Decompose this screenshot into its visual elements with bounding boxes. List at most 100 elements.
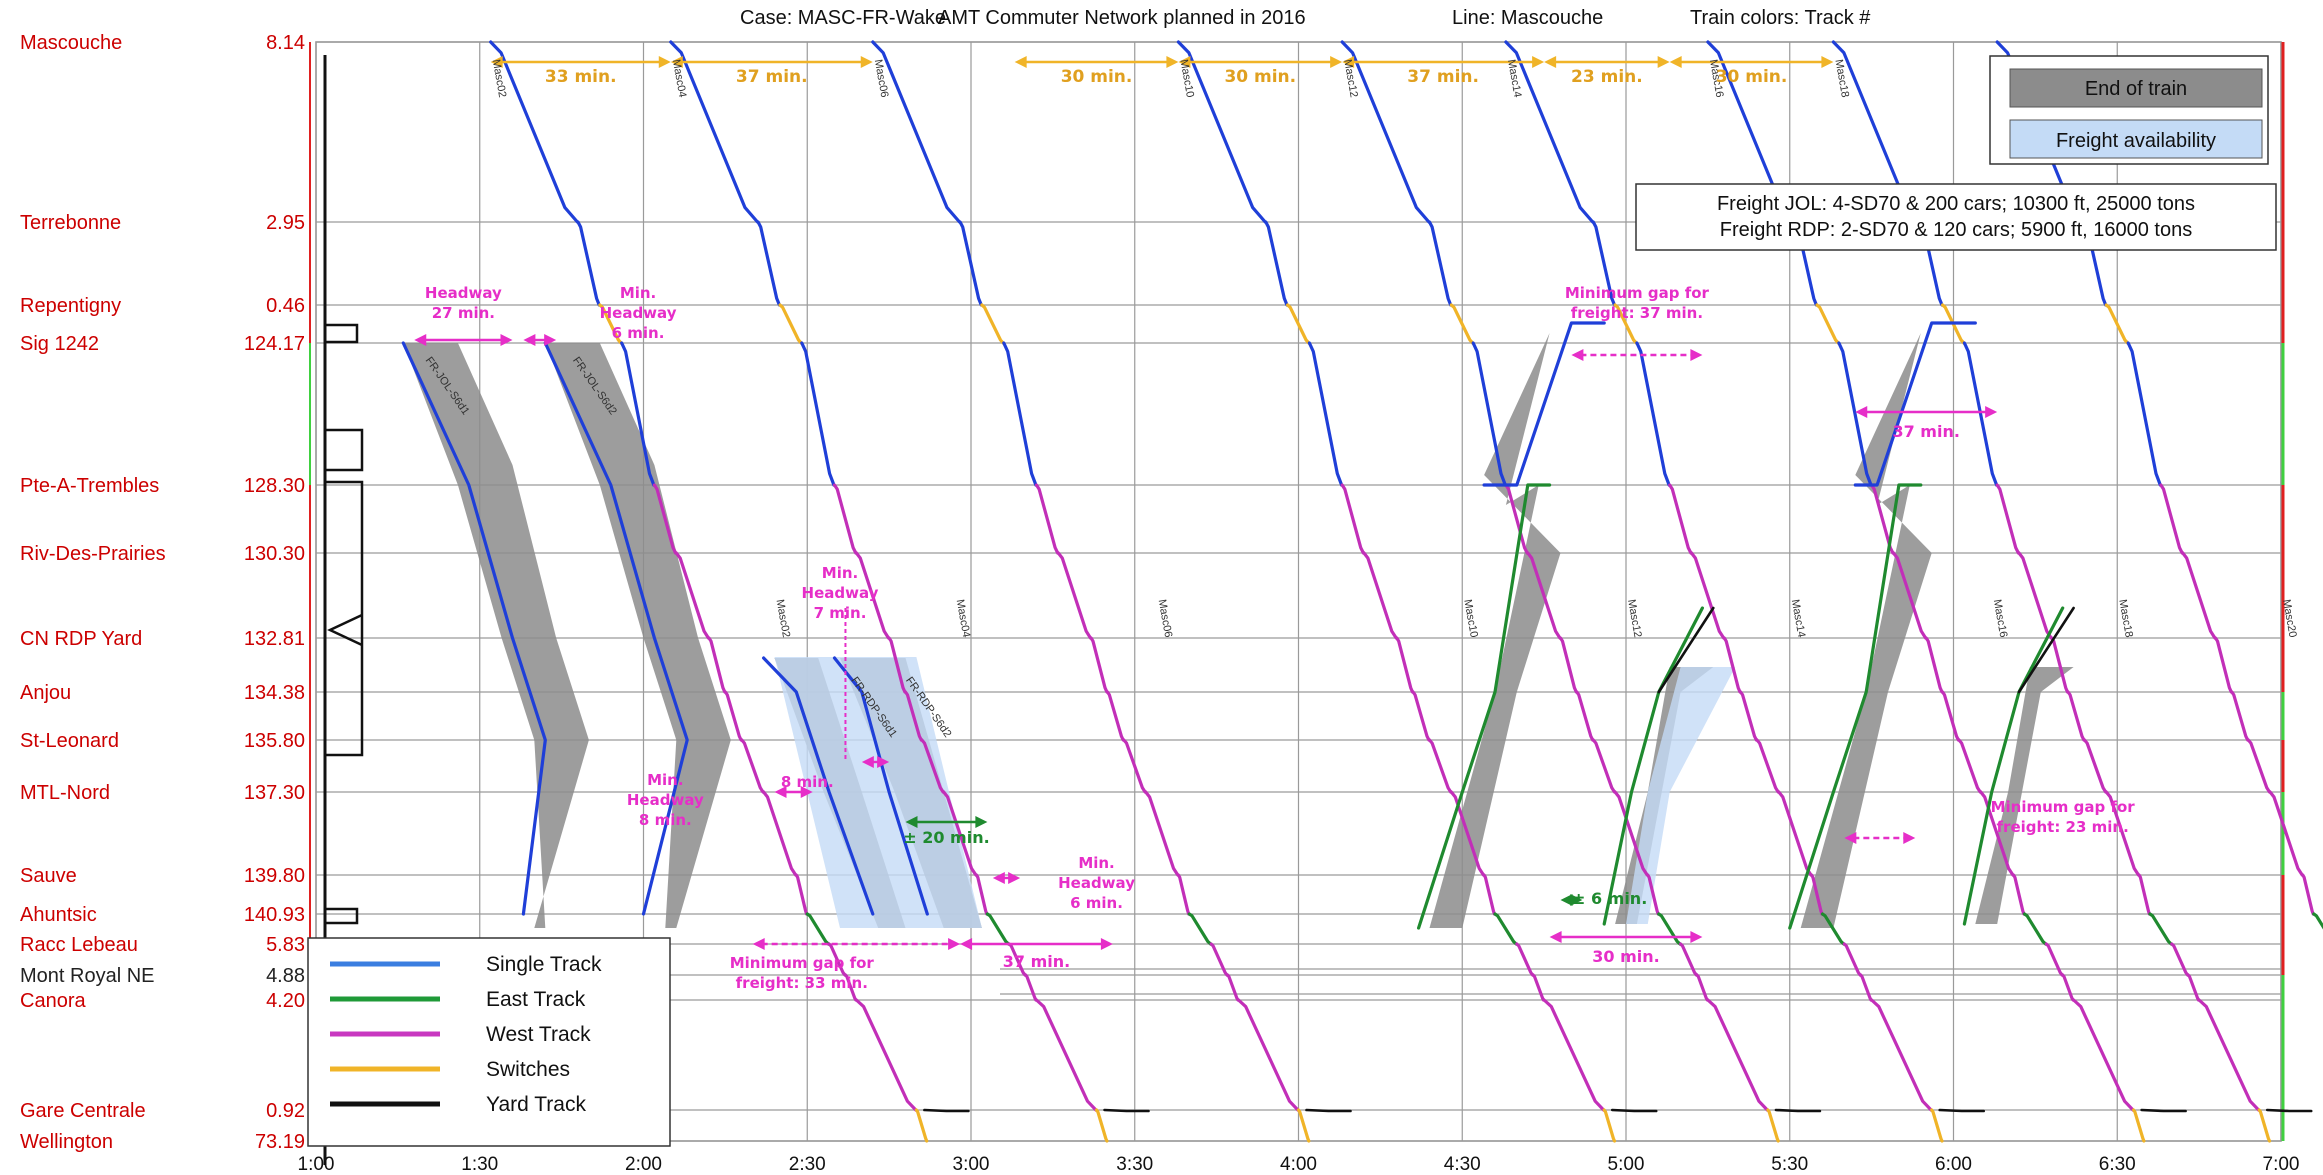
- train-segment: [669, 40, 760, 224]
- train-segment: [903, 690, 923, 742]
- gap-37-upper-arrow-head: [1571, 349, 1584, 361]
- station-km: 0.46: [266, 295, 305, 317]
- right-37-arrow-head: [1985, 406, 1998, 418]
- gap-33-label: Minimum gap for: [730, 954, 875, 972]
- train-segment: [1995, 483, 2021, 555]
- train-id-label: Masc18: [2116, 598, 2135, 638]
- train-segment: [761, 790, 798, 877]
- headway-8-left-label: 8 min.: [639, 811, 692, 829]
- end-of-train-band: [403, 343, 589, 928]
- station-km: 137.30: [244, 782, 305, 804]
- station-label: Gare Centrale: [20, 1100, 146, 1122]
- headway-6-arrow-head: [544, 334, 557, 346]
- station-km: 5.83: [266, 934, 305, 956]
- train-segment: [794, 873, 809, 916]
- gap-37-upper-label: Minimum gap for: [1565, 284, 1710, 302]
- top-gap-arrow-head: [490, 56, 503, 68]
- header-case: Case: MASC-FR-Wake: [740, 7, 946, 29]
- train-segment: [2186, 973, 2201, 1002]
- gap-33-label: freight: 33 min.: [736, 974, 868, 992]
- station-km: 124.17: [244, 333, 305, 355]
- train-segment: [1449, 790, 1486, 877]
- header-colors: Train colors: Track #: [1690, 7, 1871, 29]
- headway-7-label: Min.: [822, 564, 858, 582]
- train-segment: [887, 636, 907, 694]
- train-segment: [958, 220, 983, 307]
- train-segment: [2126, 341, 2162, 487]
- train-segment: [1449, 303, 1475, 345]
- train-segment: [1023, 973, 1038, 1002]
- train-segment: [1176, 873, 1191, 916]
- train-segment: [1296, 1108, 1311, 1143]
- legend-label: Single Track: [486, 953, 602, 976]
- train-id-label: Masc16: [1991, 598, 2010, 638]
- freight-availability-band: [1626, 667, 1736, 924]
- train-segment: [756, 220, 782, 307]
- train-segment: [2181, 551, 2217, 640]
- yard-track-tail: [2140, 1108, 2187, 1113]
- yard-track-tail: [1305, 1108, 1352, 1113]
- header-line: Line: Mascouche: [1452, 7, 1603, 29]
- top-gap-arrow-head: [1342, 56, 1355, 68]
- gap-23-arrow-head: [1844, 832, 1857, 844]
- top-gap-label: 30 min.: [1716, 67, 1788, 87]
- freight-info-line: Freight RDP: 2-SD70 & 120 cars; 5900 ft,…: [1720, 219, 2192, 241]
- freight-info-box: [1635, 183, 2277, 251]
- bottom-37-arrow-head: [960, 938, 973, 950]
- train-segment: [1056, 551, 1093, 640]
- gap-37-upper-label: freight: 37 min.: [1571, 304, 1703, 322]
- train-segment: [1122, 738, 1147, 794]
- header-network: AMT Commuter Network planned in 2016: [938, 7, 1306, 29]
- train-segment: [1646, 873, 1660, 916]
- pm6-arrow-head: [1560, 894, 1573, 906]
- station-label: Racc Lebeau: [20, 934, 138, 956]
- train-segment: [2104, 303, 2130, 345]
- train-segment: [1493, 912, 1518, 946]
- headway-6-bottom-arrow-head: [1008, 872, 1021, 884]
- headway-8-left-arrow-head: [774, 786, 787, 798]
- headway-8-left-label: Min.: [647, 771, 683, 789]
- train-segment: [942, 790, 978, 877]
- train-segment: [1837, 341, 1873, 487]
- top-gap-arrow-head: [1657, 56, 1670, 68]
- train-segment: [1842, 942, 1862, 977]
- bottom-30-label: 30 min.: [1592, 947, 1659, 966]
- yard-track-tail: [1610, 1108, 1658, 1113]
- bottom-37-label: 37 min.: [1003, 952, 1070, 971]
- right-37-arrow-head: [1855, 406, 1868, 418]
- train-segment: [1340, 40, 1431, 224]
- train-segment: [1869, 483, 1895, 555]
- train-segment: [598, 303, 623, 345]
- end-of-train-band: [1429, 333, 1561, 928]
- train-segment: [1094, 1108, 1109, 1143]
- train-segment: [1668, 483, 1693, 555]
- train-segment: [2268, 790, 2304, 877]
- yard-track-tail: [1103, 1108, 1150, 1113]
- freight-rdp-1: [761, 656, 875, 916]
- station-km: 135.80: [244, 730, 305, 752]
- headway-6-bottom-label: 6 min.: [1070, 894, 1123, 912]
- station-km: 140.93: [244, 904, 305, 926]
- legend-label: East Track: [486, 988, 586, 1011]
- top-gap-arrow-head: [1014, 56, 1027, 68]
- freight-rdp-north-2: [1962, 606, 2065, 926]
- train-segment: [1504, 483, 1529, 555]
- station-label: St-Leonard: [20, 730, 119, 752]
- train-segment: [2148, 912, 2173, 946]
- train-segment: [1575, 690, 1595, 742]
- pm20-arrow-head: [975, 816, 988, 828]
- pm6-arrow-head: [1570, 894, 1583, 906]
- station-km: 73.19: [255, 1131, 305, 1153]
- train-segment: [1738, 690, 1759, 742]
- train-segment: [1236, 998, 1300, 1112]
- station-label: CN RDP Yard: [20, 628, 142, 650]
- train-segment: [1002, 341, 1038, 487]
- freight-north-1-tail: [1482, 321, 1606, 487]
- train-segment: [1187, 912, 1213, 946]
- train-id-label: Masc02: [774, 598, 793, 638]
- headway-6-label: Min.: [620, 284, 656, 302]
- legend-label: Yard Track: [486, 1093, 586, 1116]
- headway-27-arrow-head: [500, 334, 513, 346]
- schematic-siding: [323, 323, 359, 344]
- station-label: Riv-Des-Prairies: [20, 543, 166, 565]
